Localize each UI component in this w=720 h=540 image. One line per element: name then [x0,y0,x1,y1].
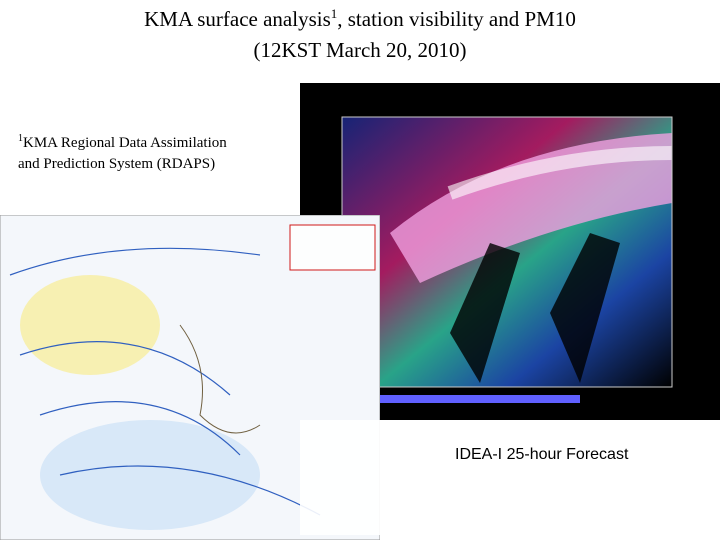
title-text-rest: , station visibility and PM10 [337,7,576,31]
title-superscript: 1 [330,6,338,21]
image-caption: IDEA-I 25-hour Forecast [455,446,629,463]
weather-map [0,215,380,540]
footnote-marker: 1 [18,133,23,144]
footnote-text: KMA Regional Data Assimilation and Predi… [18,135,227,172]
title-line-1: KMA surface analysis1, station visibilit… [0,6,720,32]
title-text: KMA surface analysis [144,7,331,31]
footnote: 1KMA Regional Data Assimilation and Pred… [18,128,238,175]
title-line-2: (12KST March 20, 2010) [253,38,467,62]
